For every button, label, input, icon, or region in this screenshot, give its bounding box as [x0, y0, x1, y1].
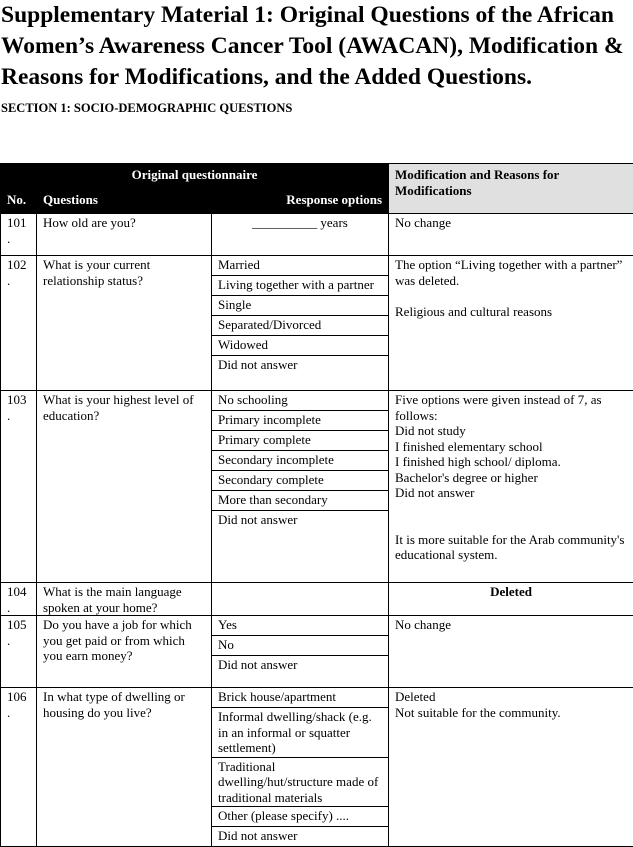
response-option: Secondary complete	[212, 471, 388, 491]
response-option: Did not answer	[212, 511, 388, 530]
response-option: Primary incomplete	[212, 411, 388, 431]
response-option: No schooling	[212, 391, 388, 411]
response-option: Widowed	[212, 336, 388, 356]
question-number: 106 .	[1, 688, 37, 847]
question-text: In what type of dwelling or housing do y…	[37, 688, 212, 847]
question-number: 105 .	[1, 616, 37, 688]
question-text: What is the main language spoken at your…	[37, 583, 212, 616]
question-number: 103 .	[1, 391, 37, 583]
modification-text: No change	[389, 616, 633, 688]
table-row: 106 .In what type of dwelling or housing…	[1, 688, 633, 847]
question-text: What is your highest level of education?	[37, 391, 212, 583]
question-number: 101 .	[1, 214, 37, 256]
table-row: 103 .What is your highest level of educa…	[1, 391, 633, 583]
header-original: Original questionnaire	[1, 164, 389, 189]
response-options	[212, 583, 389, 616]
table-row: 105 .Do you have a job for which you get…	[1, 616, 633, 688]
section-heading: SECTION 1: SOCIO-DEMOGRAPHIC QUESTIONS	[1, 101, 633, 121]
response-option: Living together with a partner	[212, 276, 388, 296]
modification-text: The option “Living together with a partn…	[389, 256, 633, 391]
modification-text: No change	[389, 214, 633, 256]
header-modification: Modification and Reasons for Modificatio…	[389, 164, 633, 214]
response-option: Did not answer	[212, 827, 388, 846]
question-number: 104 .	[1, 583, 37, 616]
response-option: Did not answer	[212, 656, 388, 675]
table-row: 102 .What is your current relationship s…	[1, 256, 633, 391]
header-questions: Questions	[37, 189, 212, 214]
question-number: 102 .	[1, 256, 37, 391]
question-text: Do you have a job for which you get paid…	[37, 616, 212, 688]
modification-text: Five options were given instead of 7, as…	[389, 391, 633, 583]
response-option: __________ years	[212, 214, 388, 233]
modification-text: Deleted	[389, 583, 633, 616]
modification-text: Deleted Not suitable for the community.	[389, 688, 633, 847]
document-title: Supplementary Material 1: Original Quest…	[0, 0, 633, 93]
response-option: Yes	[212, 616, 388, 636]
table-row: 104 .What is the main language spoken at…	[1, 583, 633, 616]
header-response: Response options	[212, 189, 389, 214]
response-option: Single	[212, 296, 388, 316]
response-option: Traditional dwelling/hut/structure made …	[212, 758, 388, 808]
response-option: Separated/Divorced	[212, 316, 388, 336]
response-option	[212, 583, 388, 602]
response-options: __________ years	[212, 214, 389, 256]
response-option: Other (please specify) ....	[212, 807, 388, 827]
response-option: Did not answer	[212, 356, 388, 375]
response-option: Brick house/apartment	[212, 688, 388, 708]
response-option: Secondary incomplete	[212, 451, 388, 471]
response-option: More than secondary	[212, 491, 388, 511]
response-option: Married	[212, 256, 388, 276]
question-text: What is your current relationship status…	[37, 256, 212, 391]
response-option: No	[212, 636, 388, 656]
response-option: Primary complete	[212, 431, 388, 451]
question-text: How old are you?	[37, 214, 212, 256]
response-option: Informal dwelling/shack (e.g. in an info…	[212, 708, 388, 758]
header-no: No.	[1, 189, 37, 214]
questions-table: Original questionnaire Modification and …	[0, 163, 633, 847]
